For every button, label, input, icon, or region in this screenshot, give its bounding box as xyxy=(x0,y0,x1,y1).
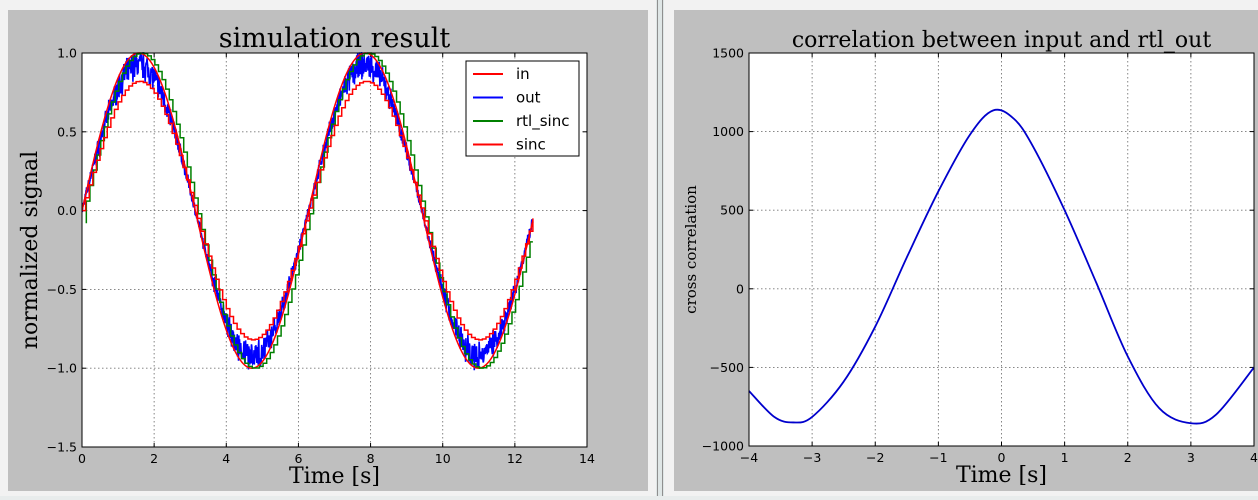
x-tick-label: 0 xyxy=(78,451,86,466)
x-tick-label: 6 xyxy=(294,451,302,466)
x-tick-label: −2 xyxy=(866,450,884,465)
x-tick-label: 3 xyxy=(1187,450,1195,465)
y-tick-label: −1.5 xyxy=(47,440,77,455)
x-tick-label: −3 xyxy=(803,450,821,465)
x-tick-label: 1 xyxy=(1061,450,1069,465)
correlation-chart: −4 −3 −2 −1 0 1 2 3 4 −1000 −500 0 500 1000 1500 correl… xyxy=(674,10,1258,491)
legend-box xyxy=(465,60,580,157)
plot-frame xyxy=(81,52,588,448)
legend-label: out xyxy=(516,89,541,107)
grid xyxy=(749,53,1254,446)
plot-frame xyxy=(748,52,1255,447)
legend-label: sinc xyxy=(516,136,546,154)
x-tick-label: 10 xyxy=(435,451,451,466)
x-axis-label: Time [s] xyxy=(956,463,1047,488)
y-tick-label: 1500 xyxy=(712,46,744,61)
y-tick-label: 0.0 xyxy=(57,203,77,218)
y-tick-label: 1.0 xyxy=(57,46,77,61)
x-tick-label: 4 xyxy=(222,451,230,466)
simulation-result-chart: 0 2 4 6 8 10 12 14 −1.5 −1.0 −0.5 0.0 0.5 1.0 simulati… xyxy=(8,10,648,491)
sinc-series-line xyxy=(82,80,534,341)
left-figure-window: 0 2 4 6 8 10 12 14 −1.5 −1.0 −0.5 0.0 0.5 1.0 simulati… xyxy=(8,10,648,491)
legend-label: in xyxy=(516,65,530,83)
y-tick-label: 0.5 xyxy=(57,124,77,139)
chart-title: simulation result xyxy=(219,23,451,54)
plot-series xyxy=(82,52,534,371)
x-axis-label: Time [s] xyxy=(289,464,380,489)
x-tick-label: 0 xyxy=(998,450,1006,465)
chart-title: correlation between input and rtl_out xyxy=(792,28,1211,53)
x-tick-label: −1 xyxy=(929,450,947,465)
y-axis-label: normalized signal xyxy=(18,151,43,349)
y-tick-label: −500 xyxy=(710,360,744,375)
x-tick-label: 4 xyxy=(1250,450,1258,465)
right-figure-window: −4 −3 −2 −1 0 1 2 3 4 −1000 −500 0 500 1000 1500 correl… xyxy=(664,0,1258,496)
x-tick-label: 14 xyxy=(579,451,595,466)
y-tick-label: 500 xyxy=(720,203,744,218)
y-tick-label: 0 xyxy=(736,281,744,296)
y-tick-label: −1000 xyxy=(702,439,744,454)
y-tick-label: 1000 xyxy=(712,124,744,139)
x-tick-label: 2 xyxy=(150,451,158,466)
x-tick-label: 2 xyxy=(1124,450,1132,465)
y-tick-label: −1.0 xyxy=(47,361,77,376)
window-divider[interactable] xyxy=(656,0,664,496)
cross-correlation-line xyxy=(748,108,1255,425)
legend-label: rtl_sinc xyxy=(516,112,569,131)
x-tick-label: 12 xyxy=(507,451,523,466)
x-tick-label: −4 xyxy=(740,450,758,465)
y-axis-label: cross correlation xyxy=(682,185,700,314)
in-series-line xyxy=(82,52,534,369)
x-tick-label: 8 xyxy=(367,451,375,466)
y-tick-label: −0.5 xyxy=(47,282,77,297)
